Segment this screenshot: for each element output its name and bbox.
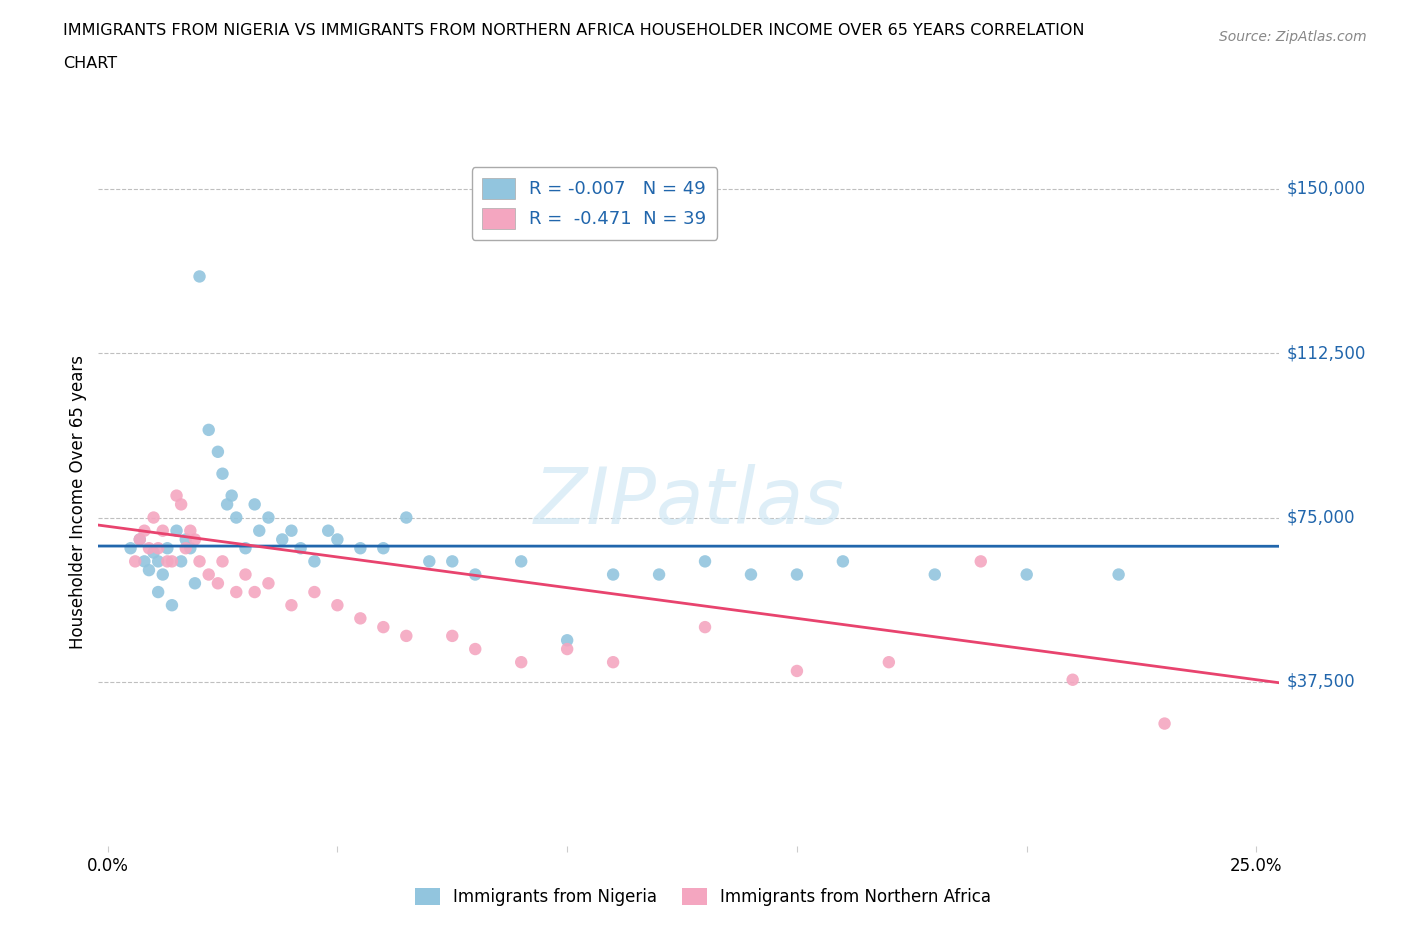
Legend: Immigrants from Nigeria, Immigrants from Northern Africa: Immigrants from Nigeria, Immigrants from… — [408, 881, 998, 912]
Point — [395, 510, 418, 525]
Point — [243, 585, 266, 600]
Point — [235, 567, 257, 582]
Point — [1062, 672, 1084, 687]
Point — [831, 554, 853, 569]
Point — [1015, 567, 1038, 582]
Point — [464, 567, 486, 582]
Text: $112,500: $112,500 — [1286, 344, 1365, 362]
Point — [877, 655, 900, 670]
Point — [395, 629, 418, 644]
Point — [316, 524, 339, 538]
Point — [188, 269, 211, 284]
Point — [271, 532, 294, 547]
Point — [648, 567, 671, 582]
Y-axis label: Householder Income Over 65 years: Householder Income Over 65 years — [69, 355, 87, 649]
Point — [280, 598, 302, 613]
Point — [243, 497, 266, 512]
Point — [786, 663, 808, 678]
Point — [134, 524, 156, 538]
Point — [120, 540, 142, 555]
Point — [207, 576, 229, 591]
Point — [418, 554, 440, 569]
Point — [555, 632, 578, 647]
Point — [156, 540, 179, 555]
Point — [197, 422, 219, 437]
Point — [510, 655, 533, 670]
Text: IMMIGRANTS FROM NIGERIA VS IMMIGRANTS FROM NORTHERN AFRICA HOUSEHOLDER INCOME OV: IMMIGRANTS FROM NIGERIA VS IMMIGRANTS FR… — [63, 23, 1085, 38]
Point — [373, 619, 395, 634]
Point — [740, 567, 762, 582]
Point — [152, 567, 174, 582]
Point — [124, 554, 146, 569]
Point — [225, 510, 247, 525]
Point — [188, 554, 211, 569]
Point — [304, 585, 326, 600]
Point — [970, 554, 993, 569]
Point — [179, 524, 201, 538]
Point — [160, 598, 183, 613]
Point — [349, 540, 371, 555]
Point — [225, 585, 247, 600]
Point — [290, 540, 312, 555]
Point — [304, 554, 326, 569]
Point — [602, 567, 624, 582]
Point — [257, 510, 280, 525]
Point — [693, 619, 716, 634]
Point — [217, 497, 239, 512]
Point — [349, 611, 371, 626]
Text: $75,000: $75,000 — [1286, 509, 1355, 526]
Point — [138, 563, 160, 578]
Point — [146, 540, 169, 555]
Point — [786, 567, 808, 582]
Point — [138, 540, 160, 555]
Point — [152, 524, 174, 538]
Text: $37,500: $37,500 — [1286, 673, 1355, 691]
Point — [693, 554, 716, 569]
Point — [142, 510, 165, 525]
Point — [207, 445, 229, 459]
Point — [924, 567, 946, 582]
Point — [166, 488, 188, 503]
Point — [441, 554, 464, 569]
Point — [179, 540, 201, 555]
Point — [1153, 716, 1175, 731]
Point — [174, 540, 197, 555]
Point — [1108, 567, 1130, 582]
Point — [156, 554, 179, 569]
Point — [170, 497, 193, 512]
Text: $150,000: $150,000 — [1286, 179, 1365, 198]
Point — [555, 642, 578, 657]
Point — [184, 576, 207, 591]
Point — [464, 642, 486, 657]
Point — [128, 532, 150, 547]
Point — [602, 655, 624, 670]
Point — [160, 554, 183, 569]
Point — [280, 524, 302, 538]
Point — [197, 567, 219, 582]
Legend: R = -0.007   N = 49, R =  -0.471  N = 39: R = -0.007 N = 49, R = -0.471 N = 39 — [471, 167, 717, 240]
Point — [184, 532, 207, 547]
Point — [142, 545, 165, 560]
Point — [170, 554, 193, 569]
Text: ZIPatlas: ZIPatlas — [533, 464, 845, 540]
Point — [235, 540, 257, 555]
Point — [128, 532, 150, 547]
Text: Source: ZipAtlas.com: Source: ZipAtlas.com — [1219, 30, 1367, 44]
Point — [247, 524, 270, 538]
Point — [373, 540, 395, 555]
Point — [166, 524, 188, 538]
Point — [134, 554, 156, 569]
Point — [326, 598, 349, 613]
Point — [510, 554, 533, 569]
Point — [211, 466, 233, 481]
Point — [221, 488, 243, 503]
Point — [326, 532, 349, 547]
Point — [257, 576, 280, 591]
Point — [146, 554, 169, 569]
Point — [211, 554, 233, 569]
Point — [441, 629, 464, 644]
Text: CHART: CHART — [63, 56, 117, 71]
Point — [174, 532, 197, 547]
Point — [146, 585, 169, 600]
